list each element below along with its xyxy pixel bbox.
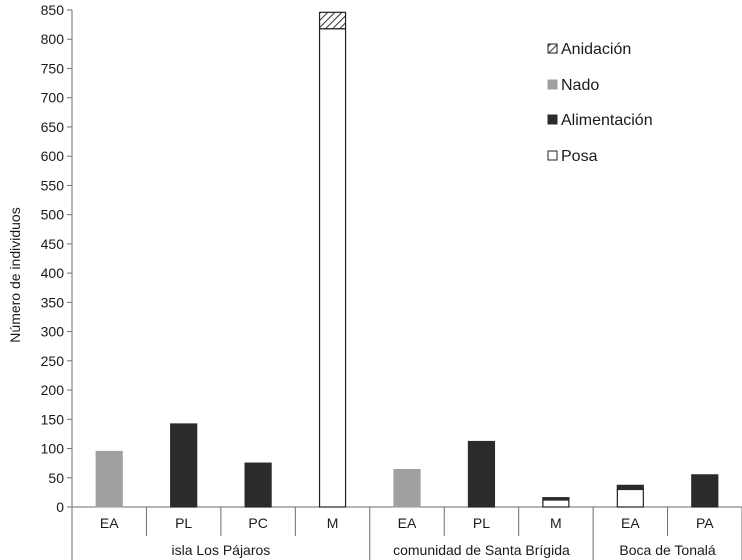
legend-label: Posa: [561, 148, 598, 165]
legend-swatch: [547, 150, 558, 161]
x-group-label: comunidad de Santa Brígida: [393, 542, 570, 558]
axis-labels: 0 50 100 150 200 250 300 350 400 450 500 550 600 650 7…: [41, 2, 716, 558]
x-category-label: PL: [473, 515, 490, 531]
bar-segment-nado: [393, 468, 421, 508]
x-category-label: PC: [248, 515, 267, 531]
y-tick-label: 100: [41, 441, 65, 457]
legend-swatch: [547, 114, 558, 125]
x-category-label: M: [327, 515, 339, 531]
x-category-label: EA: [100, 515, 119, 531]
x-group-label: Boca de Tonalá: [619, 542, 715, 558]
y-tick-label: 400: [41, 265, 65, 281]
y-tick-label: 550: [41, 177, 65, 193]
bar-segment-nado: [95, 450, 123, 508]
y-tick-label: 350: [41, 294, 65, 310]
y-tick-label: 700: [41, 90, 65, 106]
bar-segment-alimentacion: [542, 497, 570, 501]
bar-segment-alimentacion: [244, 462, 272, 508]
x-category-label: M: [550, 515, 562, 531]
legend: Anidación Nado Alimentación Posa: [547, 41, 653, 165]
y-tick-label: 750: [41, 60, 65, 76]
y-tick-label: 300: [41, 324, 65, 340]
y-tick-label: 500: [41, 207, 65, 223]
y-tick-label: 150: [41, 411, 65, 427]
y-tick-label: 250: [41, 353, 65, 369]
y-tick-label: 450: [41, 236, 65, 252]
legend-label: Nado: [561, 77, 599, 94]
bars: [95, 11, 719, 508]
y-tick-label: 850: [41, 2, 65, 18]
bar-segment-alimentacion: [691, 474, 719, 508]
x-category-label: PL: [175, 515, 192, 531]
legend-label: Anidación: [561, 41, 631, 58]
legend-swatch: [547, 79, 558, 90]
bar-segment-posa: [542, 499, 570, 508]
bar-segment-anidacion: [318, 11, 347, 30]
y-tick-label: 600: [41, 148, 65, 164]
legend-label: Alimentación: [561, 112, 653, 129]
y-axis-label: Número de individuos: [7, 207, 23, 342]
x-category-label: PA: [696, 515, 714, 531]
y-tick-label: 650: [41, 119, 65, 135]
y-tick-label: 200: [41, 382, 65, 398]
bar-segment-alimentacion: [616, 484, 644, 491]
y-tick-label: 800: [41, 31, 65, 47]
bar-segment-alimentacion: [467, 440, 496, 508]
x-category-label: EA: [621, 515, 640, 531]
legend-swatch: [547, 43, 558, 54]
bar-segment-posa: [616, 488, 644, 508]
x-group-label: isla Los Pájaros: [171, 542, 270, 558]
x-category-label: EA: [398, 515, 417, 531]
y-tick-label: 50: [48, 470, 64, 486]
bar-segment-posa: [318, 28, 347, 508]
y-tick-label: 0: [56, 499, 64, 515]
bar-segment-alimentacion: [170, 423, 198, 508]
